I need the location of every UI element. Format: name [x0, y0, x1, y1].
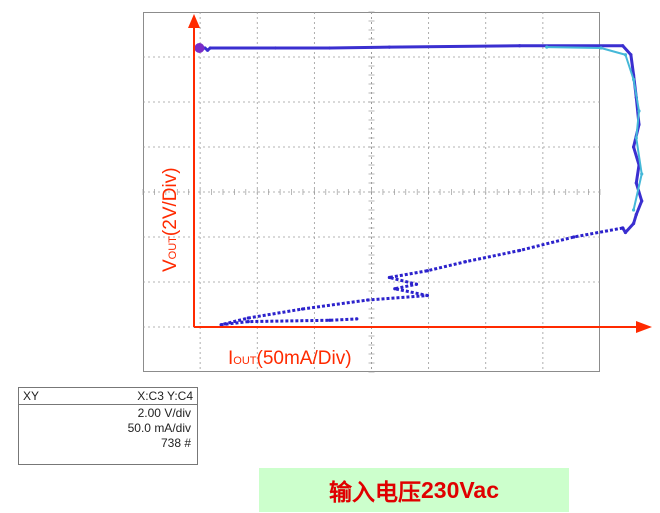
trace-point [634, 181, 638, 185]
trace-point [366, 298, 370, 302]
banner-value: 230Vac [420, 476, 500, 503]
acquisition-count: 738 # [160, 436, 191, 450]
x-axis-arrowhead [636, 321, 652, 333]
trace-point [328, 318, 332, 322]
scope-info-box: XY X:C3 Y:C4 2.00 V/div 50.0 mA/div 738 … [18, 387, 198, 465]
trace-point [623, 230, 628, 235]
trace-point [634, 212, 638, 217]
trace-point [393, 287, 397, 291]
trace-series-1 [203, 44, 644, 234]
trace-point [637, 109, 641, 113]
trace-point [631, 208, 636, 212]
mode-label: XY [23, 389, 40, 403]
trace-point [518, 248, 522, 253]
y-axis-arrowhead [188, 14, 200, 28]
trace-point [631, 77, 636, 82]
trace-point [208, 46, 212, 50]
trace-point [640, 199, 644, 203]
trace-point [273, 46, 278, 50]
trace-point [572, 235, 576, 239]
y-scale-readout: 2.00 V/div [137, 406, 191, 420]
trace-point [387, 275, 391, 280]
trace-series-3 [546, 46, 643, 211]
trace-point [629, 53, 633, 57]
trace-point [621, 44, 625, 48]
trace-point [246, 316, 250, 320]
info-header: XY X:C3 Y:C4 [19, 388, 197, 405]
trace-series-2 [219, 226, 623, 327]
trace-point [219, 323, 223, 327]
info-body: 2.00 V/div 50.0 mA/div 738 # [19, 405, 197, 451]
plot-traces [194, 43, 644, 327]
trace-point [425, 269, 429, 273]
channels-label: X:C3 Y:C4 [137, 389, 193, 403]
trace-point [300, 307, 305, 311]
xy-plot [142, 11, 652, 373]
plot-grid [142, 11, 601, 373]
trace-point [599, 46, 603, 50]
banner-label: 输入电压 [328, 479, 421, 505]
trace-point [640, 172, 644, 176]
trace-point [621, 226, 625, 230]
trace-point [205, 48, 210, 52]
trace-point [355, 317, 359, 321]
plot-axes [188, 14, 652, 333]
trace-start-marker [194, 43, 205, 53]
trace-point [631, 145, 636, 149]
trace-point [425, 293, 429, 298]
x-axis-label: IOUT(50mA/Div) [228, 348, 352, 369]
x-scale-readout: 50.0 mA/div [127, 421, 191, 435]
trace-point [518, 44, 522, 48]
trace-point [623, 53, 628, 57]
trace-point [634, 136, 638, 140]
y-axis-label: VOUT(2V/Div) [160, 167, 181, 272]
trace-point [246, 320, 250, 324]
trace-point [631, 221, 636, 226]
trace-point [328, 46, 332, 50]
trace-point [387, 45, 391, 49]
trace-point [545, 45, 549, 49]
input-voltage-banner: 输入电压 230Vac [259, 468, 569, 512]
trace-point [463, 260, 467, 264]
trace-point [414, 282, 419, 286]
